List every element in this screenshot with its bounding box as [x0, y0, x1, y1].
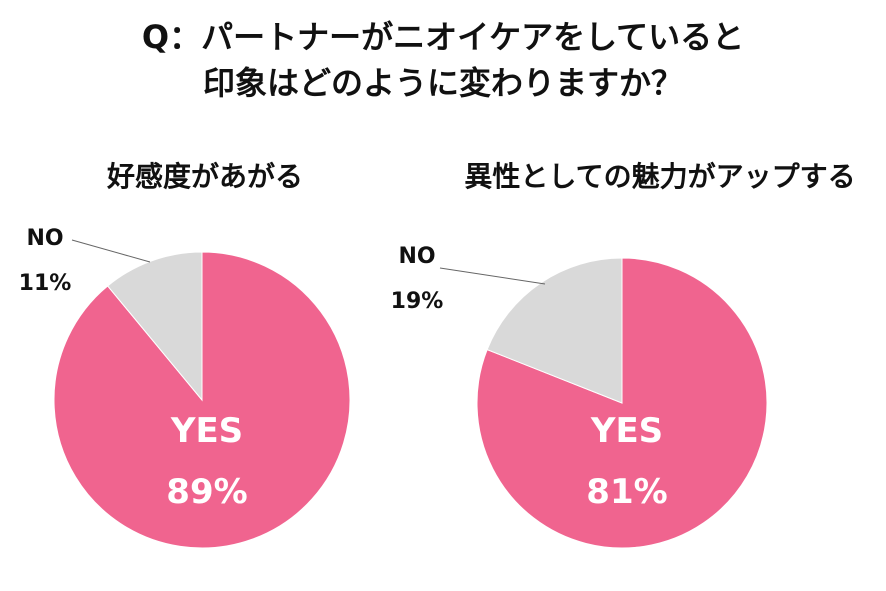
pie-2-no-label: NO [398, 244, 435, 269]
pie-1-no-label: NO [26, 226, 63, 251]
chart-title: Q：パートナーがニオイケアをしていると 印象はどのように変わりますか？ [0, 14, 886, 106]
pie-1-yes-value: 89% [166, 472, 247, 512]
pie-1-slice-no [106, 251, 203, 402]
pie-2-yes-value: 81% [586, 472, 667, 512]
pie-2-no-value: 19% [391, 289, 444, 314]
pie-1-title: 好感度があがる [106, 160, 303, 193]
title-line-1: Q：パートナーがニオイケアをしていると [141, 18, 745, 56]
pie-1-yes-label: YES [170, 411, 243, 451]
pie-1-no-value: 11% [19, 271, 72, 296]
pie-1-no-leader-line [71, 239, 151, 263]
pie-2-no-leader-line [439, 267, 546, 285]
title-line-2: 印象はどのように変わりますか？ [202, 64, 683, 102]
pie-2-yes-label: YES [590, 411, 663, 451]
pie-2-title: 異性としての魅力がアップする [464, 160, 856, 193]
